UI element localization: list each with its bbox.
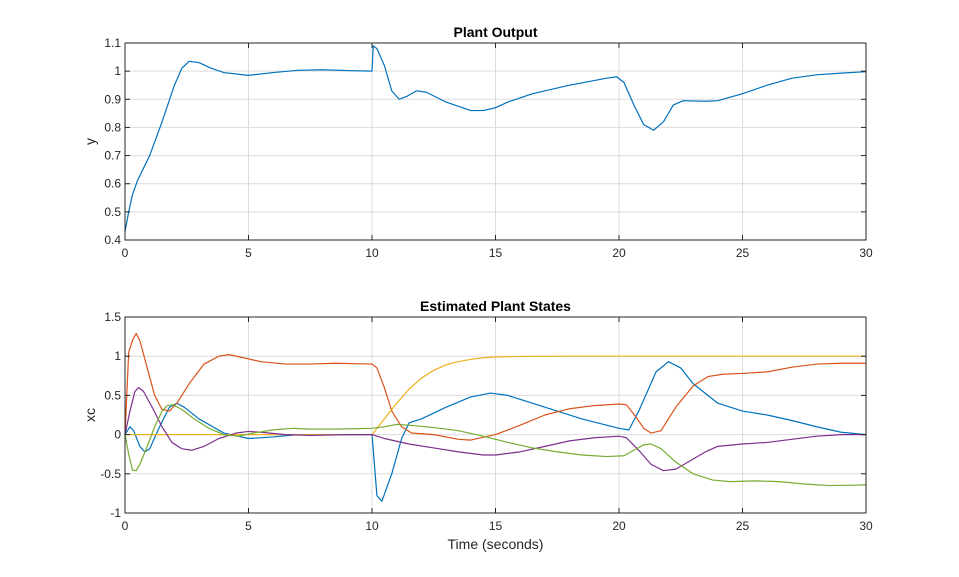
estimated-states-xtick-label: 0 (122, 519, 129, 533)
estimated-states-xtick-label: 20 (612, 519, 626, 533)
plant-output-series-1-line (124, 45, 867, 233)
plant-output-series (124, 45, 867, 233)
estimated-states-series (124, 332, 867, 502)
plant-output-ytick-label: 0.9 (104, 92, 121, 106)
plant-output-ytick-label: 0.7 (104, 149, 121, 163)
plant-output-title: Plant Output (454, 24, 538, 40)
estimated-states-ytick-label: 0 (114, 428, 121, 442)
estimated-states-xtick-label: 10 (365, 519, 379, 533)
plant-output-xtick-label: 25 (736, 246, 750, 260)
plant-output-xtick-label: 15 (489, 246, 503, 260)
plant-output-xtick-label: 5 (245, 246, 252, 260)
plant-output-xtick-label: 30 (859, 246, 873, 260)
estimated-states-series-5-line (124, 404, 867, 487)
plant-output-ytick-label: 0.8 (104, 120, 121, 134)
estimated-states-ytick-label: 0.5 (104, 388, 121, 402)
estimated-states-ytick-label: 1 (114, 349, 121, 363)
estimated-states-ytick-label: 1.5 (104, 310, 121, 324)
estimated-states-xticks: 0 5 10 15 20 25 30 (122, 317, 873, 533)
estimated-states-xtick-label: 30 (859, 519, 873, 533)
estimated-states-axes: 0 5 10 15 20 25 30 -1 -0.5 0 0.5 1 1.5 Estimated Pl… (82, 298, 873, 552)
estimated-states-series-2-line (124, 332, 867, 441)
estimated-states-ytick-label: -1 (110, 506, 121, 520)
estimated-states-series-4-line (124, 386, 867, 472)
plant-output-xtick-label: 10 (365, 246, 379, 260)
plant-output-xticks: 0 5 10 15 20 25 30 (122, 43, 873, 260)
plant-output-ytick-label: 0.4 (104, 233, 121, 247)
plant-output-ytick-label: 1.1 (104, 36, 121, 50)
plant-output-axes: 0 5 10 15 20 25 30 0.4 0.5 0.6 0.7 0.8 0.9 1 1.1 Plan… (82, 24, 873, 260)
estimated-states-yticks: -1 -0.5 0 0.5 1 1.5 (100, 310, 866, 520)
plant-output-xtick-label: 20 (612, 246, 626, 260)
estimated-states-xtick-label: 5 (245, 519, 252, 533)
estimated-states-xlabel: Time (seconds) (448, 536, 544, 552)
estimated-states-ylabel: xc (82, 408, 98, 422)
estimated-states-title: Estimated Plant States (420, 298, 571, 314)
estimated-states-series-1-line (124, 361, 867, 502)
plant-output-ytick-label: 0.6 (104, 177, 121, 191)
plant-output-ytick-label: 1 (114, 64, 121, 78)
plant-output-yticks: 0.4 0.5 0.6 0.7 0.8 0.9 1 1.1 (104, 36, 866, 247)
plant-output-xtick-label: 0 (122, 246, 129, 260)
estimated-states-xtick-label: 25 (736, 519, 750, 533)
estimated-states-ytick-label: -0.5 (100, 467, 121, 481)
plant-output-ytick-label: 0.5 (104, 205, 121, 219)
plant-output-grid (125, 43, 866, 240)
estimated-states-xtick-label: 15 (489, 519, 503, 533)
plant-output-ylabel: y (82, 138, 98, 145)
